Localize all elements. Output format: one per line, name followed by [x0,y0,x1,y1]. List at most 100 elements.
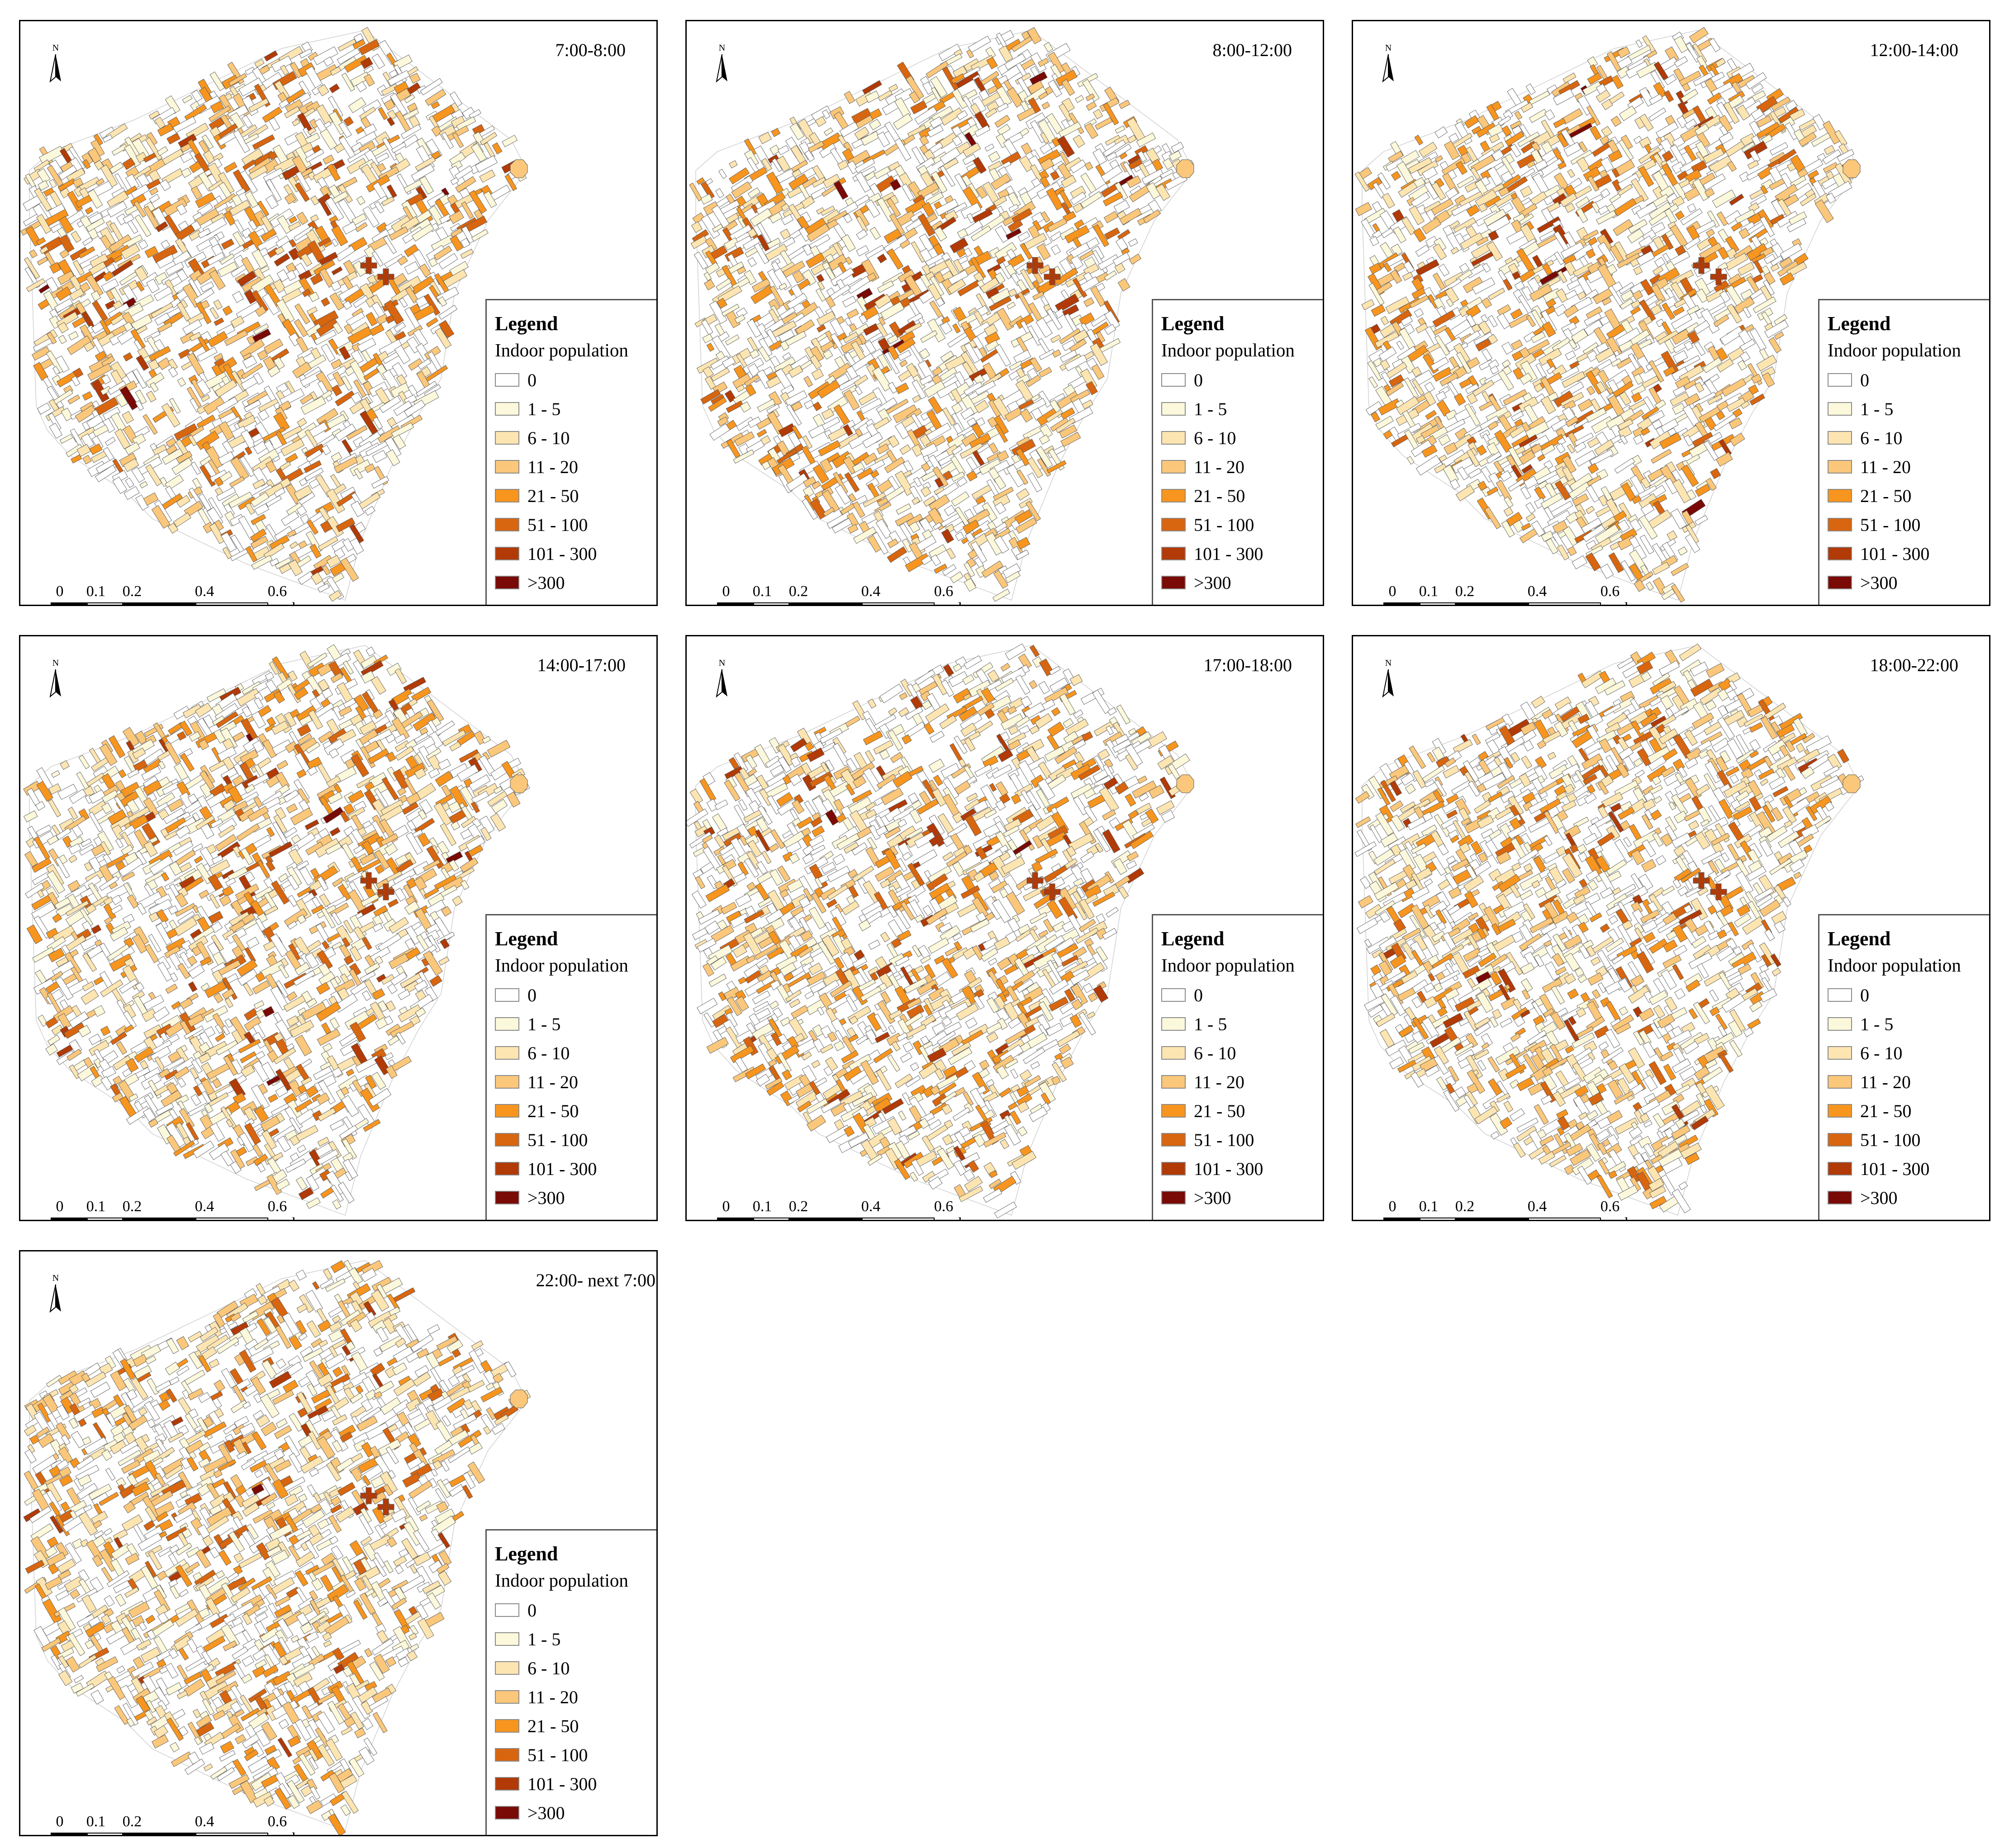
building-polygon [960,407,975,420]
building-polygon [217,261,238,277]
building-polygon [449,91,462,107]
building-polygon [1386,382,1404,396]
building-polygon [887,538,898,549]
legend-label: 0 [527,370,537,390]
building-polygon [758,346,771,362]
building-polygon [1404,377,1419,398]
building-polygon [1630,300,1641,309]
building-polygon [946,548,956,559]
building-polygon [1713,314,1729,327]
building-polygon [1129,253,1142,265]
building-polygon [1737,262,1755,276]
building-polygon [997,450,1009,462]
building-polygon [798,227,812,242]
building-polygon [1567,546,1577,556]
building-polygon [118,769,127,778]
building-polygon [1480,314,1489,323]
building-polygon [344,55,368,73]
building-polygon [843,213,853,223]
legend-swatch [1161,460,1186,474]
building-polygon [1438,434,1451,446]
building-polygon [728,167,750,185]
building-polygon [1016,448,1030,466]
building-polygon [75,405,96,423]
building-polygon [209,270,226,290]
building-polygon [709,300,727,324]
building-polygon [992,588,1010,602]
legend-swatch [495,373,519,387]
building-polygon [360,655,378,669]
scale-unit: km [958,600,978,605]
building-polygon [734,431,755,447]
building-polygon [1478,359,1493,370]
building-polygon [1716,358,1734,373]
building-polygon [1620,289,1634,302]
scale-bar-segment [1456,602,1528,605]
building-polygon [277,215,293,234]
legend-item: >300 [1161,568,1323,597]
building-polygon [823,507,835,517]
building-polygon [230,456,250,481]
building-polygon [48,799,62,817]
building-polygon [196,266,218,285]
building-polygon [703,366,714,379]
building-polygon [800,360,813,370]
legend-label: 21 - 50 [1860,485,1912,506]
building-polygon [173,116,196,133]
building-polygon [1512,520,1525,533]
building-polygon [1381,227,1394,238]
panel-time-title: 8:00-12:00 [1212,40,1292,60]
legend-label: 51 - 100 [1860,514,1921,535]
building-polygon [1825,192,1836,204]
building-polygon [1569,360,1580,370]
building-polygon [1751,83,1764,94]
building-polygon [921,555,932,565]
building-polygon [69,288,85,301]
building-polygon [289,541,298,549]
building-polygon [1618,139,1634,161]
building-polygon [924,380,946,398]
building-polygon [1488,288,1506,300]
building-polygon [951,471,965,482]
building-polygon [985,340,999,352]
building-polygon [862,432,883,449]
building-polygon [394,322,406,332]
building-polygon [1496,313,1510,329]
building-polygon [1780,243,1802,261]
north-arrow-icon: N [46,42,66,87]
building-polygon [1553,251,1565,265]
building-polygon [974,125,991,137]
building-polygon [201,134,214,150]
building-polygon [733,449,755,464]
building-polygon [819,143,837,158]
building-polygon [387,70,410,86]
building-polygon [297,417,307,427]
building-polygon [241,115,253,128]
building-polygon [777,145,789,156]
building-polygon [404,94,415,104]
building-polygon [1598,495,1609,507]
building-polygon [245,546,258,563]
building-polygon [1544,195,1554,205]
building-polygon [86,414,104,430]
building-polygon [475,155,498,173]
building-polygon [1500,470,1512,482]
building-polygon [266,860,275,872]
building-polygon [216,487,236,502]
building-polygon [712,223,723,233]
building-polygon [967,417,977,427]
building-polygon [1529,109,1548,123]
building-polygon [974,374,985,385]
building-polygon [887,334,899,344]
building-polygon [1568,482,1591,500]
building-polygon [1050,170,1060,181]
building-polygon [285,453,298,464]
building-polygon [1671,584,1685,603]
building-polygon [1018,399,1034,410]
building-polygon [1707,92,1722,105]
building-polygon [1726,397,1746,412]
building-polygon [1503,278,1513,291]
building-polygon [111,260,133,277]
legend-swatch [495,402,519,416]
building-polygon [51,770,60,778]
